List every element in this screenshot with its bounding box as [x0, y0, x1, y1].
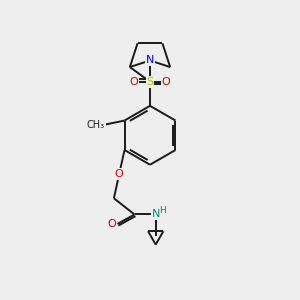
Text: H: H	[159, 206, 166, 214]
Text: O: O	[162, 77, 171, 87]
Text: S: S	[146, 77, 154, 87]
Text: CH₃: CH₃	[87, 120, 105, 130]
Text: O: O	[108, 219, 116, 229]
Text: O: O	[129, 77, 138, 87]
Text: N: N	[146, 56, 154, 65]
Text: O: O	[115, 169, 124, 179]
Text: N: N	[152, 209, 160, 220]
